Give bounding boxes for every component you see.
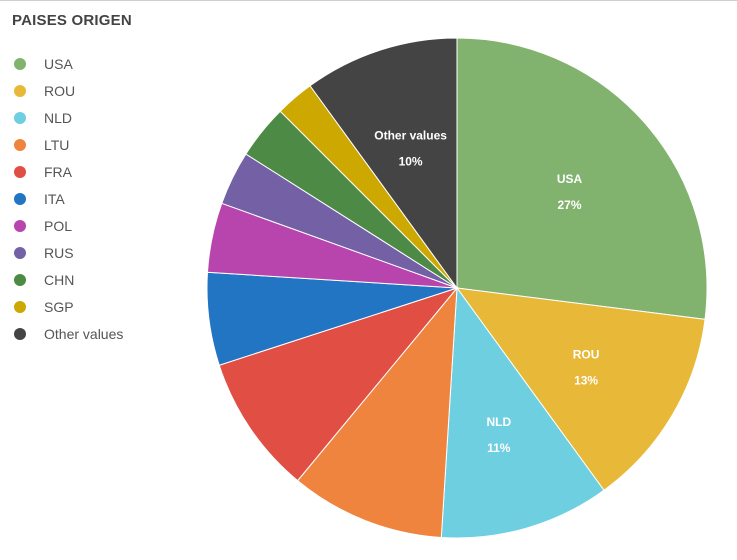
legend-swatch xyxy=(14,165,26,178)
slice-percent-label: 11% xyxy=(487,441,511,455)
legend-item[interactable]: CHN xyxy=(14,266,123,293)
legend: USA ROU NLD LTU FRA ITA POL RUS CHN SGP Other valu… xyxy=(14,50,123,347)
slice-category-label: NLD xyxy=(486,415,511,429)
legend-swatch xyxy=(14,300,26,313)
slice-category-label: ROU xyxy=(573,347,600,361)
legend-item[interactable]: SGP xyxy=(14,293,123,320)
legend-label: Other values xyxy=(44,325,124,342)
slice-category-label: Other values xyxy=(374,128,447,142)
pie-slice[interactable] xyxy=(218,286,459,482)
legend-label: LTU xyxy=(44,136,70,153)
legend-item[interactable]: POL xyxy=(14,212,123,239)
pie-slice[interactable] xyxy=(440,286,605,539)
legend-swatch xyxy=(14,219,26,232)
legend-label: FRA xyxy=(44,163,72,180)
legend-item[interactable]: Other values xyxy=(14,320,123,347)
legend-swatch xyxy=(14,84,26,97)
legend-label: NLD xyxy=(44,109,73,126)
legend-item[interactable]: NLD xyxy=(14,104,123,131)
legend-swatch xyxy=(14,273,26,286)
legend-item[interactable]: FRA xyxy=(14,158,123,185)
slice-category-label: USA xyxy=(557,172,583,186)
legend-swatch xyxy=(14,327,26,340)
legend-label: POL xyxy=(44,217,73,234)
legend-item[interactable]: ROU xyxy=(14,77,123,104)
slice-percent-label: 27% xyxy=(557,198,581,212)
legend-label: ITA xyxy=(44,190,65,207)
legend-swatch xyxy=(14,246,26,259)
legend-item[interactable]: ITA xyxy=(14,185,123,212)
legend-label: USA xyxy=(44,55,73,72)
legend-item[interactable]: USA xyxy=(14,50,123,77)
legend-label: SGP xyxy=(44,298,74,315)
legend-label: RUS xyxy=(44,244,74,261)
pie-slice[interactable] xyxy=(296,286,458,539)
legend-label: CHN xyxy=(44,271,75,288)
legend-label: ROU xyxy=(44,82,76,99)
legend-swatch xyxy=(14,57,26,70)
pie-slice[interactable] xyxy=(455,287,706,491)
chart-title: PAISES ORIGEN xyxy=(12,12,132,29)
pie-slice[interactable] xyxy=(456,37,708,320)
slice-percent-label: 10% xyxy=(399,154,423,168)
legend-swatch xyxy=(14,111,26,124)
legend-swatch xyxy=(14,192,26,205)
top-border xyxy=(0,0,737,1)
pie-slice[interactable] xyxy=(309,37,458,290)
slice-percent-label: 13% xyxy=(574,373,598,387)
legend-swatch xyxy=(14,138,26,151)
legend-item[interactable]: RUS xyxy=(14,239,123,266)
legend-item[interactable]: LTU xyxy=(14,131,123,158)
